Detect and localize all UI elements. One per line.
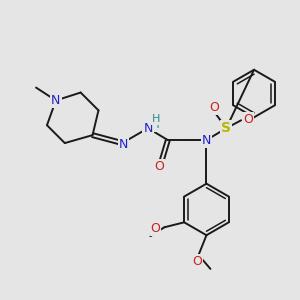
Text: O: O [209, 101, 219, 114]
Text: N: N [202, 134, 211, 147]
Text: H: H [152, 114, 160, 124]
Text: N: N [118, 138, 128, 151]
Text: N: N [51, 94, 61, 107]
Text: O: O [193, 256, 202, 268]
Text: H: H [151, 118, 160, 131]
Text: O: O [151, 222, 160, 235]
Text: S: S [221, 121, 231, 135]
Text: O: O [243, 113, 253, 126]
Text: O: O [154, 160, 164, 173]
Text: N: N [143, 122, 153, 135]
